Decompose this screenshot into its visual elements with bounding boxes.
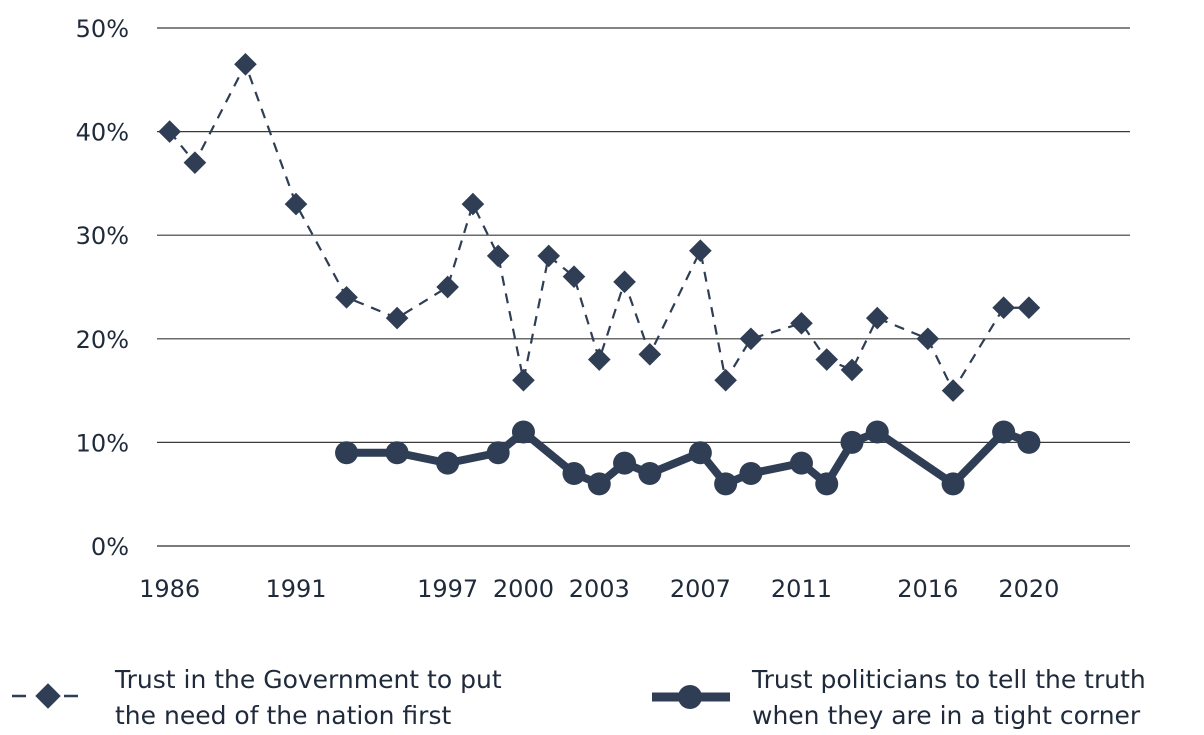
series-government-trust <box>158 52 1041 402</box>
government-trust-point <box>790 311 813 335</box>
government-trust-point <box>1017 296 1041 320</box>
x-tick-label: 2016 <box>897 575 958 603</box>
government-trust-point <box>512 368 535 392</box>
x-tick-label: 2007 <box>670 575 731 603</box>
politicians-truth-point <box>1017 430 1041 454</box>
y-tick-label: 0% <box>91 533 129 561</box>
y-tick-label: 50% <box>76 15 129 43</box>
politicians-truth-point <box>714 472 738 496</box>
y-tick-label: 10% <box>76 429 129 457</box>
politicians-truth-point <box>511 420 535 444</box>
government-trust-point <box>689 239 712 263</box>
politicians-truth-point <box>789 451 813 475</box>
politicians-truth-point <box>436 451 460 475</box>
legend: Trust in the Government to put the need … <box>12 665 1146 730</box>
politicians-truth-point <box>941 472 965 496</box>
legend-item-politicians: Trust politicians to tell the truth when… <box>652 665 1146 730</box>
legend-diamond-marker <box>35 683 61 709</box>
politicians-truth-point <box>815 472 839 496</box>
government-trust-point <box>461 192 485 216</box>
politicians-truth-point <box>385 441 409 465</box>
government-trust-point <box>158 120 181 143</box>
government-trust-point <box>613 270 636 294</box>
politicians-truth-point <box>587 472 611 496</box>
government-trust-point <box>739 327 763 351</box>
government-trust-point <box>436 275 459 299</box>
government-trust-point <box>865 306 889 330</box>
legend-item-government: Trust in the Government to put the need … <box>12 665 502 730</box>
series-politicians-truth <box>335 420 1041 496</box>
x-axis-ticks: 1986 1991 1997 2000 2003 2007 2011 2016 2020 <box>139 575 1059 603</box>
government-trust-point <box>587 348 611 371</box>
legend-circle-marker <box>678 685 702 709</box>
y-axis-ticks: 0% 10% 20% 30% 40% 50% <box>76 15 129 561</box>
government-trust-point <box>714 368 737 392</box>
x-tick-label: 2020 <box>998 575 1059 603</box>
x-tick-label: 1997 <box>417 575 478 603</box>
government-trust-point <box>284 192 308 216</box>
politicians-truth-point <box>335 441 359 465</box>
government-trust-point <box>992 296 1015 320</box>
politicians-truth-point <box>688 441 712 465</box>
x-tick-label: 1991 <box>265 575 326 603</box>
x-tick-label: 2003 <box>569 575 630 603</box>
government-trust-point <box>234 52 257 76</box>
government-trust-point <box>183 151 207 174</box>
politicians-truth-point <box>486 441 510 465</box>
x-tick-label: 2011 <box>771 575 832 603</box>
y-tick-label: 20% <box>76 326 129 354</box>
legend-label-government-line2: the need of the nation first <box>115 701 451 730</box>
government-trust-line <box>168 61 1029 393</box>
y-tick-label: 40% <box>76 119 129 147</box>
government-trust-point <box>941 379 965 402</box>
politicians-truth-point <box>638 461 662 485</box>
politicians-truth-point <box>613 451 637 475</box>
government-trust-point <box>638 343 662 366</box>
x-tick-label: 1986 <box>139 575 200 603</box>
x-tick-label: 2000 <box>493 575 554 603</box>
politicians-truth-point <box>739 461 763 485</box>
legend-label-government-line1: Trust in the Government to put <box>114 665 502 694</box>
government-trust-point <box>562 265 586 288</box>
government-trust-point <box>815 348 839 371</box>
politicians-truth-point <box>840 430 864 454</box>
politicians-truth-point <box>865 420 889 444</box>
legend-label-politicians-line2: when they are in a tight corner <box>752 701 1141 730</box>
legend-label-politicians-line1: Trust politicians to tell the truth <box>751 665 1146 694</box>
y-tick-label: 30% <box>76 222 129 250</box>
government-trust-point <box>840 358 864 382</box>
government-trust-point <box>385 306 409 330</box>
politicians-truth-point <box>562 461 586 485</box>
government-trust-point <box>486 244 510 268</box>
government-trust-point <box>916 327 940 351</box>
government-trust-point <box>537 244 561 268</box>
government-trust-point <box>335 286 358 309</box>
politicians-truth-point <box>992 420 1016 444</box>
